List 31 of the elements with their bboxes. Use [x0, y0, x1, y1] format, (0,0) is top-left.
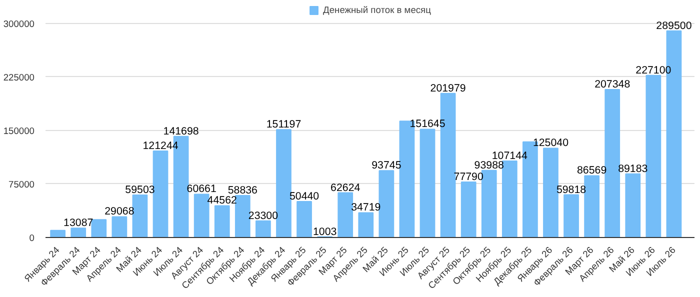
data-label: 62624: [330, 182, 360, 194]
data-label: 59818: [556, 184, 586, 196]
data-label: 34719: [351, 202, 381, 214]
data-label: 86569: [576, 164, 607, 177]
data-label: 89183: [618, 162, 648, 175]
legend-label: Денежный поток в месяц: [323, 5, 431, 15]
data-label: 289500: [656, 20, 692, 32]
data-label: 50440: [289, 190, 320, 202]
data-label: 44562: [207, 194, 238, 207]
data-label: 77790: [454, 170, 484, 183]
data-label: 141698: [163, 125, 199, 138]
data-label: 23300: [248, 210, 278, 222]
data-label: 151645: [410, 118, 446, 130]
data-label: 121244: [142, 140, 178, 152]
data-label: 58836: [228, 184, 258, 196]
data-label: 207348: [594, 78, 630, 90]
data-label: 1003: [312, 226, 337, 238]
data-label: 125040: [532, 137, 569, 150]
data-label: 201979: [430, 82, 466, 94]
data-label: 59503: [125, 184, 155, 196]
data-label: 93745: [372, 160, 402, 172]
y-tick-label: 150000: [3, 126, 35, 136]
y-tick-label: 75000: [8, 179, 35, 190]
data-label: 151197: [266, 118, 302, 131]
y-tick-label: 300000: [3, 18, 35, 29]
y-tick-label: 0: [29, 233, 35, 243]
data-label: 60661: [186, 183, 216, 196]
data-label: 29068: [104, 206, 134, 218]
data-label: 227100: [636, 64, 672, 76]
data-label: 13087: [64, 217, 94, 230]
y-tick-label: 225000: [3, 72, 35, 82]
